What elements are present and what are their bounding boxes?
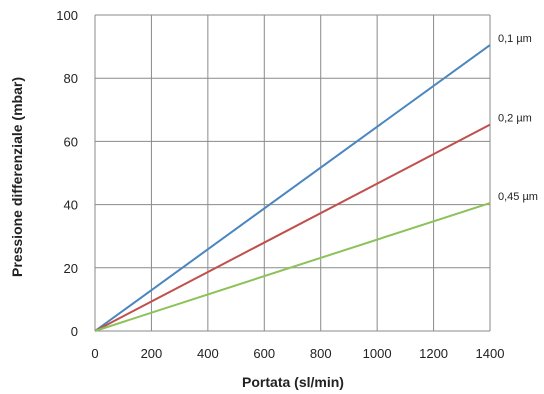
x-tick-label: 600	[253, 346, 275, 361]
series-label: 0,1 µm	[498, 33, 532, 45]
x-tick-label: 1200	[419, 346, 448, 361]
y-axis-title: Pressione differenziale (mbar)	[9, 77, 25, 277]
x-tick-label: 800	[310, 346, 332, 361]
y-tick-label: 20	[64, 261, 78, 276]
series-line	[94, 44, 491, 332]
x-tick-label: 0	[91, 346, 98, 361]
y-tick-label: 40	[64, 198, 78, 213]
y-tick-label: 0	[71, 324, 78, 339]
x-tick-label: 400	[197, 346, 219, 361]
y-tick-label: 100	[56, 8, 78, 23]
x-axis-ticks: 0 200 400 600 800 1000 1200 1400	[91, 346, 504, 361]
series-labels: 0,1 µm 0,2 µm 0,45 µm	[498, 33, 538, 203]
x-tick-label: 200	[141, 346, 163, 361]
series-line	[94, 202, 491, 332]
series-line	[94, 123, 491, 332]
y-tick-label: 60	[64, 134, 78, 149]
series-lines	[94, 44, 491, 332]
series-label: 0,2 µm	[498, 113, 532, 125]
x-tick-label: 1400	[476, 346, 505, 361]
y-tick-label: 80	[64, 71, 78, 86]
x-tick-label: 1000	[363, 346, 392, 361]
series-label: 0,45 µm	[498, 191, 538, 203]
grid	[94, 14, 491, 332]
x-axis-title: Portata (sl/min)	[242, 374, 344, 390]
y-axis-ticks: 0 20 40 60 80 100	[56, 8, 78, 339]
